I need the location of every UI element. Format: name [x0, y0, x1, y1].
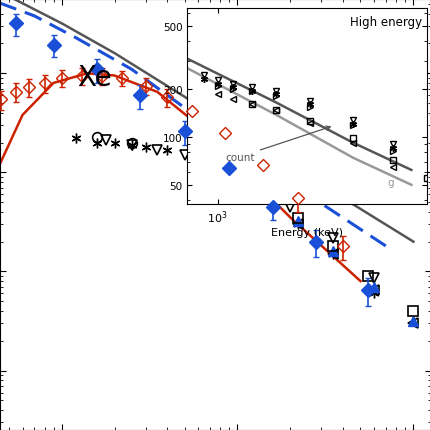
- Text: Xe: Xe: [77, 64, 112, 92]
